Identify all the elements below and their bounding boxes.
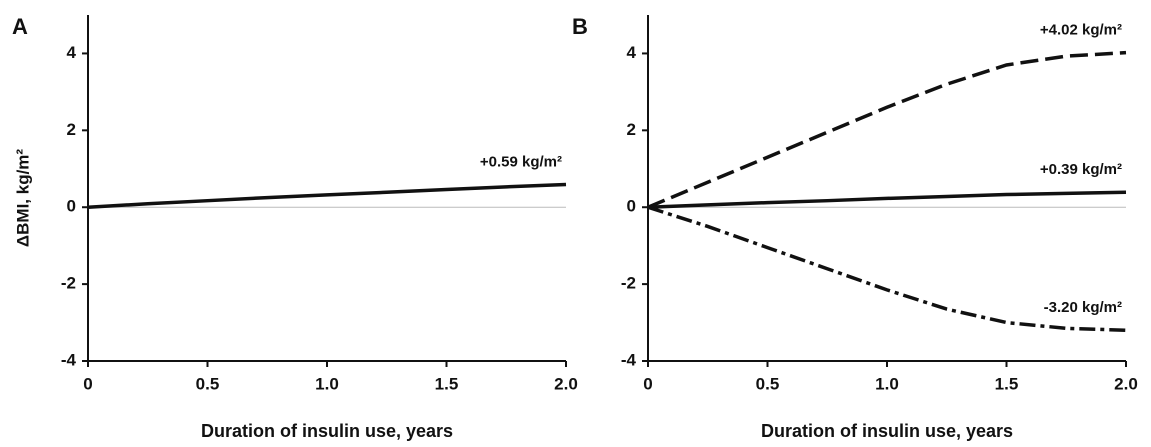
panel-letter: B	[572, 14, 588, 39]
x-axis-label: Duration of insulin use, years	[761, 421, 1013, 441]
y-tick-label: 0	[67, 197, 76, 216]
y-tick-label: 2	[67, 120, 76, 139]
x-axis-label: Duration of insulin use, years	[201, 421, 453, 441]
series-line	[87, 182, 567, 209]
y-tick-label: -4	[621, 350, 637, 369]
x-tick-label: 1.5	[995, 374, 1019, 393]
panel-letter: A	[12, 14, 28, 39]
series-line	[647, 50, 1127, 209]
series-line	[647, 190, 1127, 209]
line-annotation: +0.59 kg/m²	[480, 154, 562, 171]
series-line	[647, 205, 1127, 332]
x-tick-label: 0.5	[756, 374, 780, 393]
x-tick-label: 0.5	[196, 374, 220, 393]
y-tick-label: -2	[61, 274, 76, 293]
y-tick-label: -4	[61, 350, 77, 369]
y-tick-label: 0	[627, 197, 636, 216]
x-tick-label: 1.0	[315, 374, 339, 393]
y-axis-label: ΔBMI, kg/m²	[13, 149, 32, 248]
x-tick-label: 2.0	[1114, 374, 1138, 393]
y-tick-label: -2	[621, 274, 636, 293]
y-tick-label: 4	[67, 43, 77, 62]
x-tick-label: 0	[83, 374, 92, 393]
line-annotation: -3.20 kg/m²	[1044, 299, 1122, 316]
line-annotation: +0.39 kg/m²	[1040, 161, 1122, 178]
x-tick-label: 1.5	[435, 374, 459, 393]
x-tick-label: 2.0	[554, 374, 578, 393]
y-tick-label: 2	[627, 120, 636, 139]
x-tick-label: 1.0	[875, 374, 899, 393]
x-tick-label: 0	[643, 374, 652, 393]
line-annotation: +4.02 kg/m²	[1040, 22, 1122, 39]
y-tick-label: 4	[627, 43, 637, 62]
